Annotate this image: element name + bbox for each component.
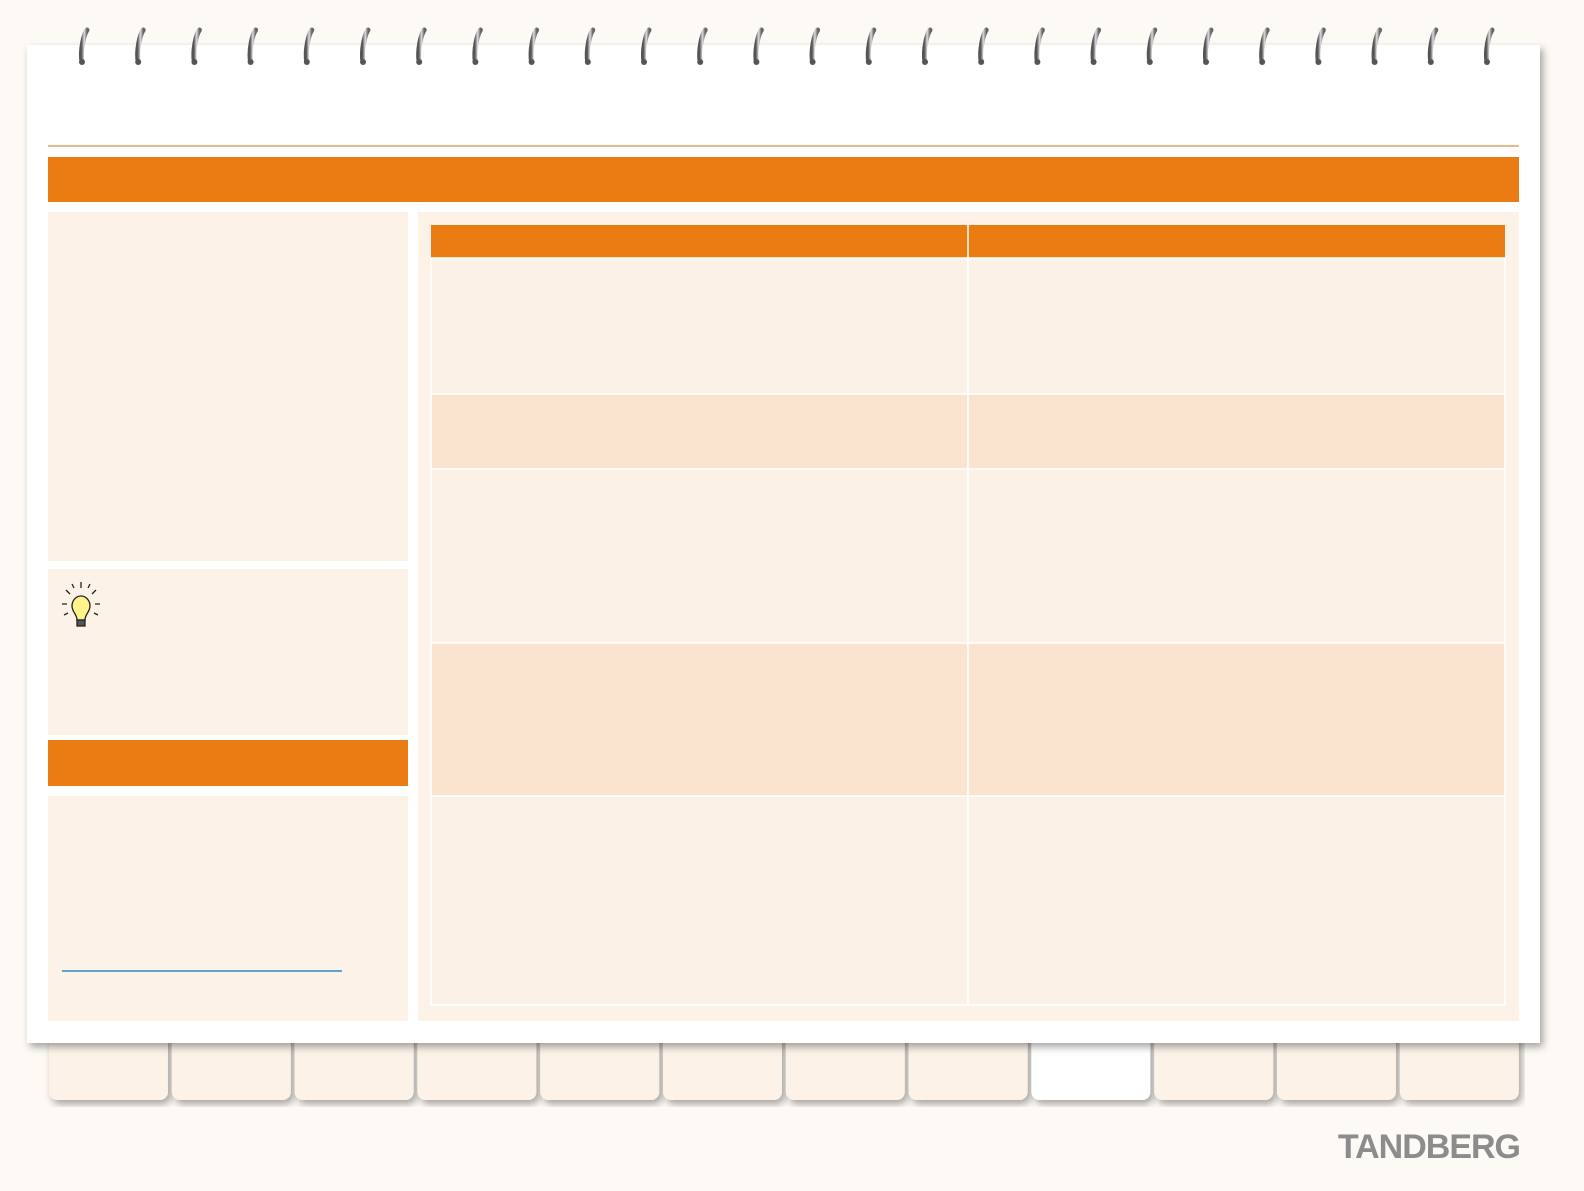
ring-hole	[1146, 59, 1153, 65]
spiral-ring	[1315, 27, 1326, 65]
table-cell	[967, 393, 1506, 470]
table-cell	[430, 642, 969, 797]
table-cell	[430, 468, 969, 644]
table-cell	[967, 257, 1506, 395]
spiral-ring	[472, 27, 483, 65]
tab[interactable]	[294, 1030, 414, 1100]
ring-hole	[1259, 59, 1266, 65]
spiral-ring	[360, 27, 371, 65]
tab[interactable]	[1399, 1030, 1519, 1100]
ring-hole	[1315, 59, 1322, 65]
table-cell	[967, 468, 1506, 644]
tab[interactable]	[1154, 1030, 1274, 1100]
section-band	[48, 740, 408, 786]
table-cell	[430, 257, 969, 395]
ring-hole	[697, 59, 704, 65]
spiral-ring	[1259, 27, 1270, 65]
spiral-ring	[865, 27, 877, 65]
ring-hole	[1484, 59, 1490, 65]
spiral-ring	[1427, 27, 1439, 65]
spiral-ring	[753, 27, 764, 65]
tab[interactable]	[1277, 1030, 1396, 1100]
ring-hole	[1203, 59, 1209, 65]
ring-hole	[584, 59, 591, 65]
ring-hole	[135, 59, 142, 65]
ring-hole	[978, 59, 985, 65]
table-cell	[967, 642, 1506, 797]
spiral-ring	[1203, 27, 1214, 65]
tab-row	[49, 1030, 1519, 1100]
spiral-ring	[809, 27, 821, 65]
table-cell	[967, 795, 1506, 1006]
tab[interactable]	[785, 1030, 905, 1100]
spiral-ring	[1090, 27, 1102, 65]
spiral-ring	[1034, 27, 1045, 65]
tab[interactable]	[49, 1030, 168, 1100]
title-band	[48, 157, 1519, 202]
brand-logo: TANDBERG	[1338, 1128, 1520, 1166]
spiral-binding	[79, 27, 1495, 65]
table-cell	[430, 393, 969, 470]
side-panel	[48, 212, 408, 561]
tab[interactable]	[171, 1030, 291, 1100]
lightbulb-icon	[62, 582, 100, 627]
spiral-ring	[79, 27, 90, 65]
spiral-ring	[584, 27, 596, 65]
ring-hole	[416, 59, 423, 65]
ring-hole	[247, 59, 254, 65]
ring-hole	[1090, 59, 1097, 65]
spiral-ring	[247, 27, 259, 65]
ring-hole	[191, 59, 198, 65]
ring-hole	[809, 59, 816, 65]
ring-hole	[641, 59, 647, 65]
spiral-ring	[191, 27, 202, 65]
table-cell	[430, 795, 969, 1006]
ring-hole	[79, 59, 85, 65]
tab[interactable]	[908, 1030, 1028, 1100]
ring-hole	[1371, 59, 1378, 65]
tab-active[interactable]	[1031, 1030, 1151, 1100]
spiral-ring	[303, 27, 315, 65]
ring-hole	[1427, 59, 1434, 65]
spiral-ring	[416, 27, 427, 65]
spiral-ring	[922, 27, 933, 65]
ring-hole	[528, 59, 535, 65]
ring-hole	[865, 59, 872, 65]
info-panel	[48, 796, 408, 1021]
tab[interactable]	[417, 1030, 537, 1100]
tab[interactable]	[540, 1030, 660, 1100]
ring-hole	[472, 59, 479, 65]
ring-hole	[360, 59, 366, 65]
tip-panel	[48, 569, 408, 735]
ring-hole	[1034, 59, 1041, 65]
spiral-ring	[528, 27, 540, 65]
spiral-ring	[135, 27, 146, 65]
spiral-ring	[641, 27, 652, 65]
spiral-ring	[978, 27, 989, 65]
table	[430, 225, 1506, 1006]
spiral-ring	[1146, 27, 1158, 65]
ring-hole	[753, 59, 760, 65]
ring-hole	[922, 59, 928, 65]
spiral-ring	[1484, 27, 1495, 65]
spiral-ring	[1371, 27, 1383, 65]
spiral-ring	[697, 27, 708, 65]
tab[interactable]	[663, 1030, 782, 1100]
ring-hole	[303, 59, 310, 65]
